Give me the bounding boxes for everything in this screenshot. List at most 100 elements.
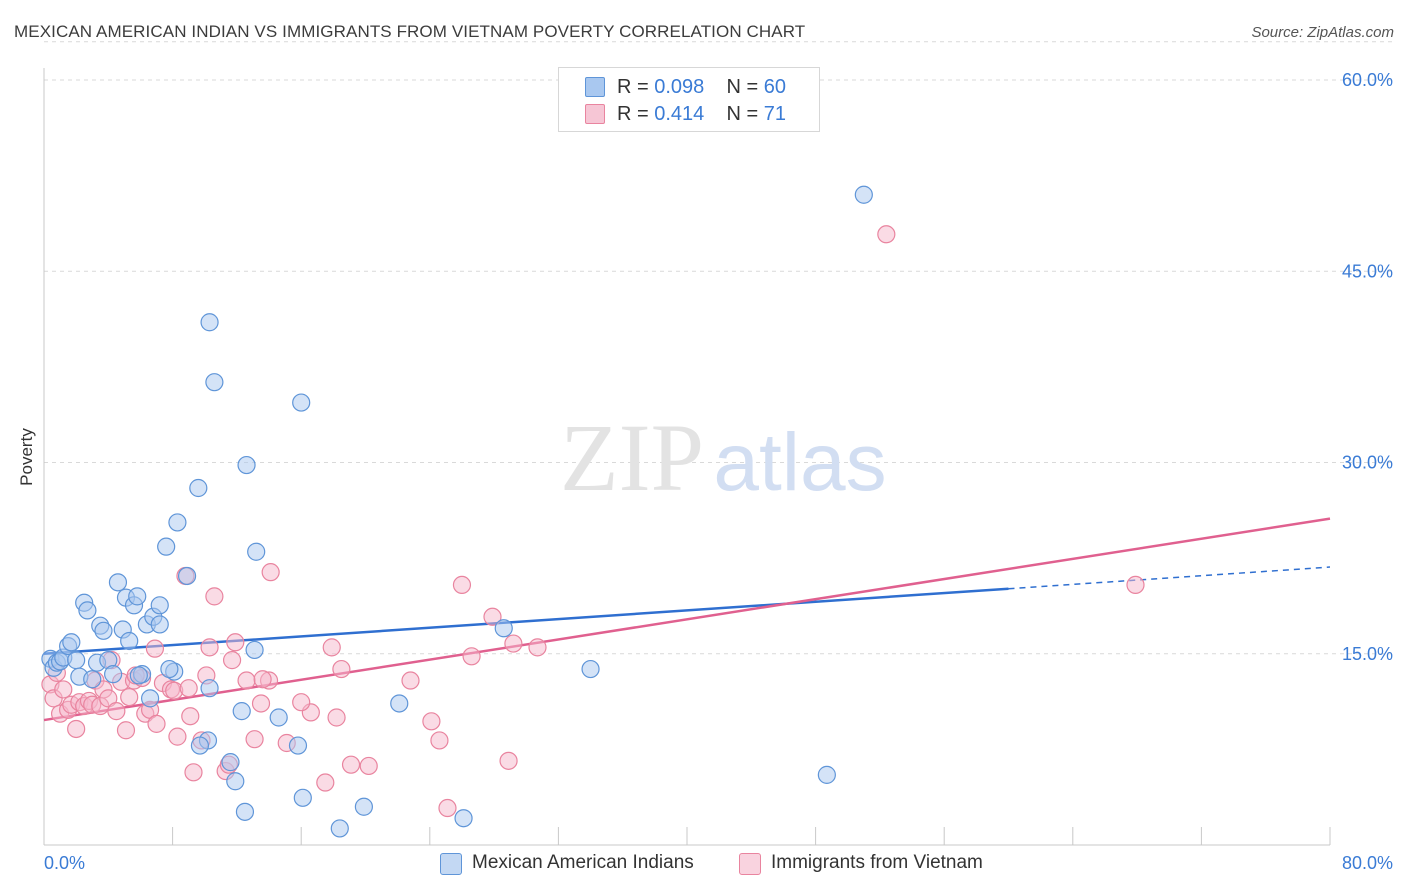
series-legend: Mexican American Indians Immigrants from… — [0, 852, 1406, 878]
data-point-mexican-american-indians — [108, 573, 128, 592]
n-label: N = — [726, 103, 759, 125]
data-point-immigrants-from-vietnam — [359, 756, 378, 776]
data-point-mexican-american-indians — [168, 513, 187, 532]
y-tick-label: 45.0% — [1342, 261, 1393, 281]
data-point-mexican-american-indians — [104, 665, 123, 684]
data-point-immigrants-from-vietnam — [67, 719, 86, 739]
data-point-immigrants-from-vietnam — [462, 647, 481, 666]
data-point-mexican-american-indians — [205, 373, 224, 392]
data-point-mexican-american-indians — [330, 819, 349, 838]
chart-title: MEXICAN AMERICAN INDIAN VS IMMIGRANTS FR… — [14, 22, 806, 41]
data-point-immigrants-from-vietnam — [222, 651, 242, 670]
axes — [43, 68, 1331, 846]
data-point-mexican-american-indians — [232, 702, 251, 721]
data-point-immigrants-from-vietnam — [107, 702, 126, 721]
data-point-mexican-american-indians — [150, 615, 169, 634]
r-value: 0.414 — [654, 103, 705, 125]
trend-lines — [43, 517, 1331, 722]
n-value: 60 — [763, 76, 787, 98]
data-point-mexican-american-indians — [128, 587, 147, 606]
data-point-mexican-american-indians — [190, 736, 210, 755]
data-point-mexican-american-indians — [293, 788, 312, 807]
data-point-mexican-american-indians — [177, 566, 197, 586]
data-point-immigrants-from-vietnam — [452, 575, 472, 595]
data-point-immigrants-from-vietnam — [120, 687, 139, 707]
data-point-mexican-american-indians — [160, 659, 179, 679]
data-point-immigrants-from-vietnam — [438, 798, 457, 818]
data-point-mexican-american-indians — [245, 640, 264, 660]
r-value: 0.098 — [654, 76, 705, 98]
data-point-mexican-american-indians — [226, 772, 245, 791]
data-point-immigrants-from-vietnam — [332, 659, 351, 679]
data-point-immigrants-from-vietnam — [430, 731, 449, 750]
x-tick-label: 0.0% — [44, 853, 85, 873]
legend-stats: R = 0.098 N = 60 — [617, 76, 786, 99]
data-point-mexican-american-indians — [189, 478, 208, 498]
data-point-immigrants-from-vietnam — [504, 634, 523, 653]
data-points — [41, 185, 1145, 838]
data-point-mexican-american-indians — [129, 666, 148, 685]
legend-swatch-blue — [585, 77, 605, 97]
data-point-immigrants-from-vietnam — [253, 670, 272, 689]
data-point-immigrants-from-vietnam — [316, 773, 335, 792]
data-point-mexican-american-indians — [78, 601, 97, 620]
data-point-immigrants-from-vietnam — [184, 763, 203, 782]
data-point-immigrants-from-vietnam — [322, 638, 341, 657]
watermark-atlas: atlas — [713, 417, 886, 508]
n-label: N = — [726, 76, 759, 98]
data-point-immigrants-from-vietnam — [341, 755, 361, 774]
data-point-immigrants-from-vietnam — [116, 721, 136, 740]
n-value: 71 — [763, 103, 787, 125]
data-point-immigrants-from-vietnam — [226, 633, 245, 652]
data-point-immigrants-from-vietnam — [261, 563, 280, 582]
data-point-mexican-american-indians — [581, 659, 600, 679]
data-point-immigrants-from-vietnam — [237, 671, 256, 690]
data-point-mexican-american-indians — [247, 542, 266, 561]
data-point-mexican-american-indians — [390, 694, 409, 713]
data-point-immigrants-from-vietnam — [877, 225, 896, 244]
source-credit: Source: ZipAtlas.com — [1251, 24, 1394, 41]
data-point-immigrants-from-vietnam — [251, 694, 271, 713]
data-point-mexican-american-indians — [67, 651, 86, 670]
data-point-mexican-american-indians — [157, 537, 176, 556]
data-point-mexican-american-indians — [237, 455, 256, 475]
data-point-mexican-american-indians — [150, 596, 169, 615]
data-point-immigrants-from-vietnam — [147, 714, 166, 733]
tick-labels: 15.0% 30.0% 45.0% 60.0% 0.0% 80.0% — [44, 70, 1393, 873]
y-tick-label: 15.0% — [1342, 644, 1393, 664]
data-point-immigrants-from-vietnam — [200, 638, 219, 657]
y-axis-label: Poverty — [17, 428, 36, 486]
watermark-zip: ZIP — [560, 404, 704, 511]
data-point-mexican-american-indians — [292, 393, 311, 412]
data-point-immigrants-from-vietnam — [168, 727, 187, 746]
data-point-mexican-american-indians — [854, 185, 873, 204]
data-point-mexican-american-indians — [221, 753, 240, 772]
data-point-immigrants-from-vietnam — [422, 712, 441, 731]
data-point-immigrants-from-vietnam — [483, 607, 502, 626]
data-point-mexican-american-indians — [94, 621, 113, 640]
data-point-mexican-american-indians — [235, 802, 255, 821]
legend-swatch-blue — [440, 853, 462, 875]
r-label: R = — [617, 76, 649, 98]
x-tick-label: 80.0% — [1342, 853, 1393, 873]
data-point-mexican-american-indians — [269, 708, 288, 727]
data-point-mexican-american-indians — [120, 631, 139, 651]
data-point-immigrants-from-vietnam — [1126, 575, 1145, 595]
y-tick-label: 30.0% — [1342, 453, 1393, 473]
data-point-mexican-american-indians — [200, 679, 219, 698]
legend-label: Mexican American Indians — [472, 852, 694, 873]
legend-stats: R = 0.414 N = 71 — [617, 103, 786, 126]
grid-lines — [44, 41, 1392, 655]
data-point-immigrants-from-vietnam — [205, 587, 224, 606]
data-point-mexican-american-indians — [817, 765, 836, 784]
data-point-mexican-american-indians — [83, 670, 102, 689]
data-point-mexican-american-indians — [354, 797, 373, 816]
y-tick-label: 60.0% — [1342, 70, 1393, 90]
data-point-immigrants-from-vietnam — [54, 680, 73, 699]
data-point-immigrants-from-vietnam — [179, 679, 198, 698]
r-label: R = — [617, 103, 649, 125]
data-point-mexican-american-indians — [62, 633, 81, 652]
data-point-mexican-american-indians — [454, 809, 473, 828]
data-point-mexican-american-indians — [494, 619, 513, 638]
